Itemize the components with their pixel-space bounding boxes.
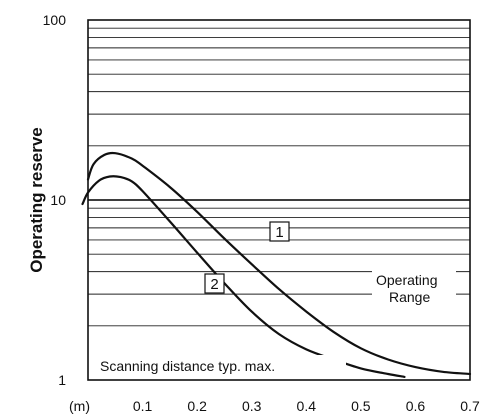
annotation-scanning-distance: Scanning distance typ. max. xyxy=(100,358,275,374)
x-tick-label: 0.6 xyxy=(406,398,426,414)
x-unit-label: (m) xyxy=(69,398,90,414)
series-1-label-box xyxy=(269,221,290,242)
y-tick-label: 1 xyxy=(58,372,66,388)
plot-frame xyxy=(87,19,471,381)
series-1-label: 1 xyxy=(275,224,283,241)
y-tick-label: 100 xyxy=(43,12,67,28)
y-axis-label: Operating reserve xyxy=(27,127,46,273)
annotation-background-operating-range xyxy=(372,271,456,307)
annotation-operating-range-line1: Operating xyxy=(376,272,437,288)
x-tick-label: 0.2 xyxy=(187,398,207,414)
series-label-boxes: 1 2 xyxy=(204,221,290,294)
grid xyxy=(88,27,470,327)
x-tick-label: 0.1 xyxy=(133,398,153,414)
x-tick-labels: 0.1 0.2 0.3 0.4 0.5 0.6 0.7 xyxy=(133,398,480,414)
y-tick-labels: 1 10 100 xyxy=(43,12,67,388)
x-tick-label: 0.5 xyxy=(351,398,371,414)
series-2-label: 2 xyxy=(210,276,218,293)
series-line-1 xyxy=(86,151,472,376)
y-tick-label: 10 xyxy=(50,192,66,208)
x-tick-label: 0.7 xyxy=(460,398,480,414)
x-tick-label: 0.3 xyxy=(242,398,262,414)
series-lines xyxy=(81,151,472,378)
x-tick-label: 0.4 xyxy=(297,398,317,414)
annotation-operating-range-line2: Range xyxy=(389,289,430,305)
annotation-background-scanning-distance xyxy=(96,355,346,376)
series-2-label-box xyxy=(204,273,225,294)
